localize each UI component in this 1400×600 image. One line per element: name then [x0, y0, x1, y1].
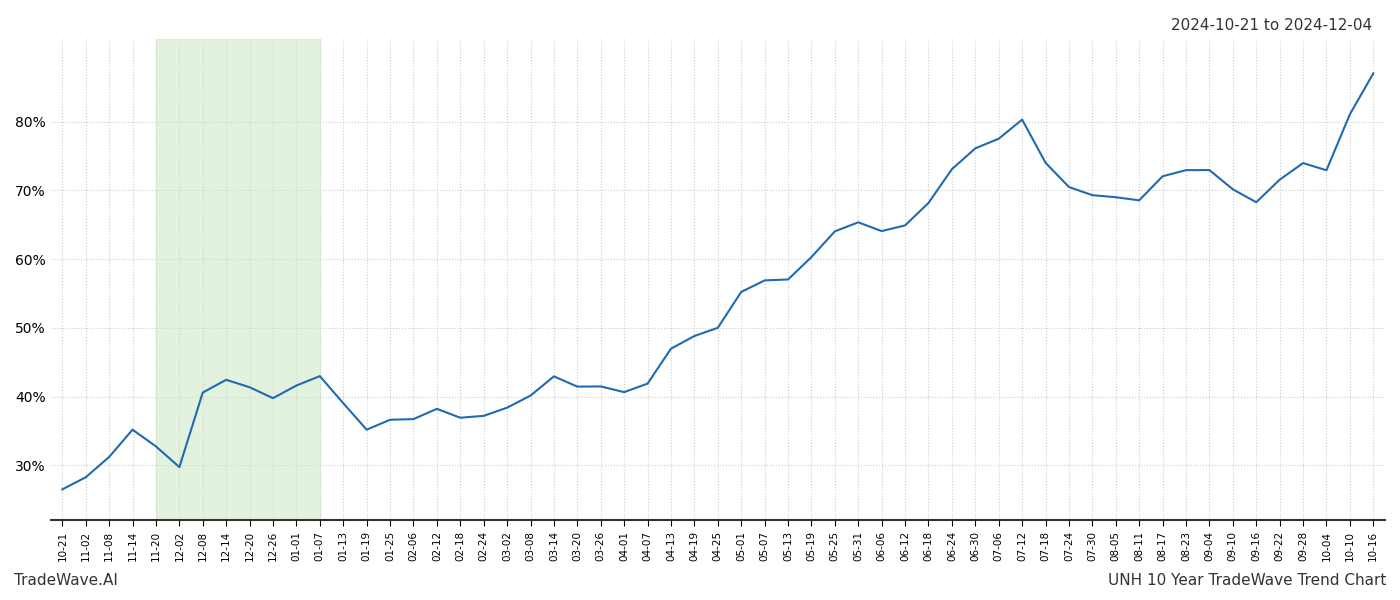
Text: 2024-10-21 to 2024-12-04: 2024-10-21 to 2024-12-04	[1170, 18, 1372, 33]
Bar	[155, 39, 319, 520]
Text: TradeWave.AI: TradeWave.AI	[14, 573, 118, 588]
Text: UNH 10 Year TradeWave Trend Chart: UNH 10 Year TradeWave Trend Chart	[1107, 573, 1386, 588]
